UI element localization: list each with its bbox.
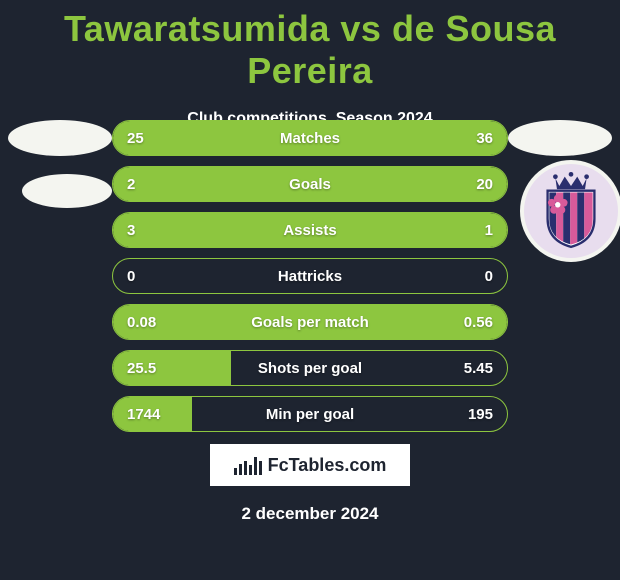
stat-value-left: 3 [127, 222, 135, 239]
fctables-logo-text: FcTables.com [268, 455, 387, 476]
stat-name: Matches [113, 130, 507, 147]
player-right-avatar-placeholder [508, 120, 612, 156]
stat-value-left: 25 [127, 130, 144, 147]
stat-row-label: 25.5Shots per goal5.45 [113, 351, 507, 385]
stat-row-label: 1744Min per goal195 [113, 397, 507, 431]
bar-chart-icon [234, 455, 262, 475]
stat-row: 1744Min per goal195 [112, 396, 508, 432]
cerezo-osaka-crest-icon [532, 172, 610, 250]
stat-value-right: 20 [476, 176, 493, 193]
stat-row-label: 2Goals20 [113, 167, 507, 201]
stat-value-left: 0.08 [127, 314, 156, 331]
stat-row: 25Matches36 [112, 120, 508, 156]
stat-value-left: 25.5 [127, 360, 156, 377]
stat-value-left: 2 [127, 176, 135, 193]
stat-row: 25.5Shots per goal5.45 [112, 350, 508, 386]
stat-value-right: 1 [485, 222, 493, 239]
player-left-club-placeholder [22, 174, 112, 208]
stat-name: Goals per match [113, 314, 507, 331]
stat-name: Shots per goal [113, 360, 507, 377]
stat-value-right: 195 [468, 406, 493, 423]
stat-row-label: 25Matches36 [113, 121, 507, 155]
stat-name: Assists [113, 222, 507, 239]
stat-value-right: 5.45 [464, 360, 493, 377]
stat-row-label: 0Hattricks0 [113, 259, 507, 293]
stat-row-label: 3Assists1 [113, 213, 507, 247]
page-title: Tawaratsumida vs de Sousa Pereira [0, 0, 620, 92]
player-right-club-crest [520, 160, 620, 262]
stat-value-left: 1744 [127, 406, 160, 423]
stat-name: Hattricks [113, 268, 507, 285]
player-left-avatar-placeholder [8, 120, 112, 156]
stat-row: 2Goals20 [112, 166, 508, 202]
stat-row: 0Hattricks0 [112, 258, 508, 294]
stat-value-right: 36 [476, 130, 493, 147]
fctables-logo: FcTables.com [208, 442, 412, 488]
stat-rows: 25Matches362Goals203Assists10Hattricks00… [112, 120, 508, 442]
stat-value-left: 0 [127, 268, 135, 285]
stat-row: 0.08Goals per match0.56 [112, 304, 508, 340]
stat-row: 3Assists1 [112, 212, 508, 248]
footer-date: 2 december 2024 [0, 504, 620, 524]
stat-value-right: 0 [485, 268, 493, 285]
stat-row-label: 0.08Goals per match0.56 [113, 305, 507, 339]
stat-value-right: 0.56 [464, 314, 493, 331]
stat-name: Min per goal [113, 406, 507, 423]
stat-name: Goals [113, 176, 507, 193]
